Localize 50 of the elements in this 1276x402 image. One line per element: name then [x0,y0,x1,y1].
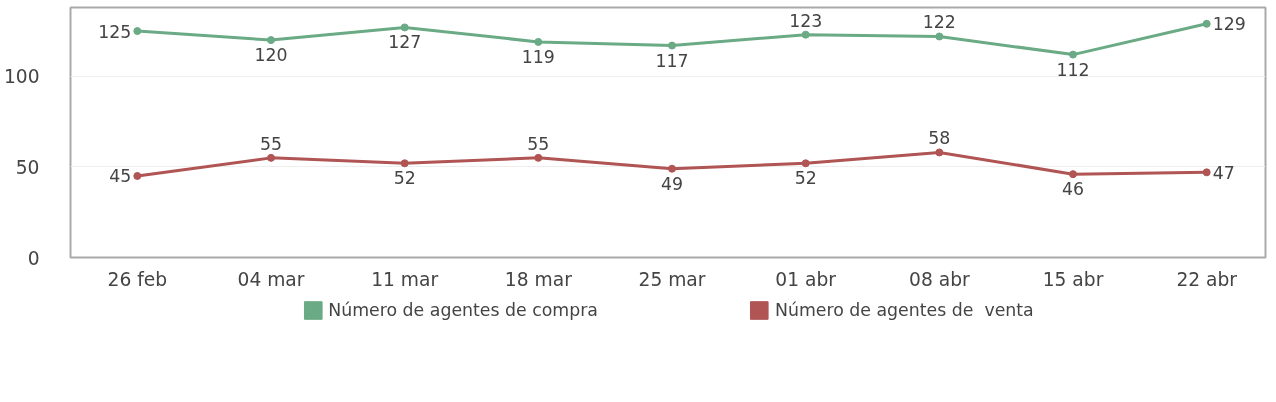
data-label: 123 [789,10,823,31]
point [668,41,677,50]
point [668,164,677,173]
data-label: 120 [254,45,288,66]
point [1202,168,1211,177]
point [1069,170,1078,179]
data-label: 112 [1056,59,1090,80]
data-label: 119 [521,46,555,67]
point [935,148,944,157]
data-label: 47 [1212,162,1235,183]
point [801,159,810,168]
point [267,36,275,45]
data-label: 125 [98,21,132,42]
point [534,37,543,46]
point [400,23,409,32]
legend-label: Número de agentes de compra [328,300,598,320]
point [133,171,142,180]
data-label: 55 [259,133,283,154]
point [133,27,142,36]
point [935,32,944,41]
data-label: 52 [794,168,817,189]
x-tick-label: 11 mar [371,268,439,290]
data-label: 46 [1061,179,1085,200]
point [1202,19,1211,28]
legend-label: Número de agentes de venta [774,300,1034,320]
data-label: 49 [660,173,684,194]
data-label: 117 [655,50,689,71]
x-tick-label: 26 feb [107,268,168,290]
y-tick-label: 50 [15,156,40,178]
x-tick-label: 15 abr [1042,268,1104,290]
x-tick-label: 04 mar [237,268,305,290]
point [534,153,543,162]
point [801,30,810,39]
point [1069,50,1078,59]
data-label: 58 [928,128,951,149]
x-tick-label: 18 mar [504,268,573,290]
y-tick-label: 0 [27,247,40,269]
x-tick-label: 25 mar [638,268,706,290]
point [400,159,409,168]
x-tick-label: 01 abr [775,268,837,290]
x-tick-label: 08 abr [909,268,970,290]
data-label: 45 [109,166,132,187]
y-tick-label: 100 [3,66,40,88]
point [267,153,275,162]
data-label: 55 [527,133,550,154]
data-label: 129 [1212,14,1246,35]
data-label: 52 [393,168,416,189]
data-label: 127 [388,32,422,53]
x-tick-label: 22 abr [1176,268,1238,290]
data-label: 122 [922,12,956,33]
